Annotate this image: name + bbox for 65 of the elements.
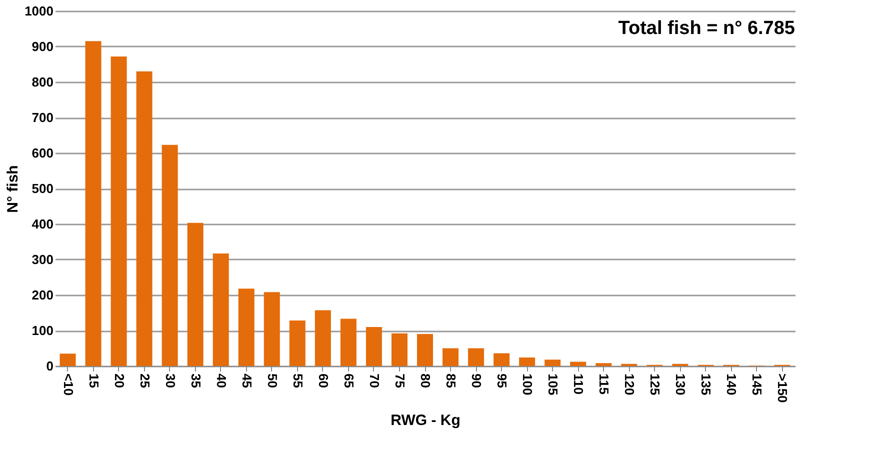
x-tick-label: 95 — [494, 374, 510, 388]
x-tick-label: 135 — [698, 374, 714, 396]
y-tick-label: 900 — [32, 39, 54, 54]
y-axis-title: N° fish — [4, 165, 22, 213]
x-tick-label: 75 — [392, 374, 408, 388]
x-tick-label: 90 — [469, 374, 484, 388]
x-tick-label: 125 — [648, 374, 663, 396]
x-tick-label: 45 — [239, 374, 254, 388]
x-tick-label: 80 — [418, 374, 433, 388]
bar — [162, 144, 178, 366]
bar — [60, 354, 76, 366]
bar — [238, 288, 254, 366]
x-tick-label: 60 — [316, 374, 331, 388]
x-tick-label: 25 — [137, 374, 152, 388]
bar — [85, 41, 102, 366]
x-tick-label: 15 — [86, 374, 102, 388]
annotation: Total fish = n° 6.785 — [618, 18, 796, 39]
x-tick-label: 65 — [341, 374, 356, 388]
bar — [314, 310, 331, 366]
bar — [494, 353, 510, 366]
y-tick-label: 400 — [32, 216, 54, 232]
x-tick-label: 30 — [162, 374, 178, 388]
x-axis-title: RWG - Kg — [390, 412, 460, 429]
bar — [570, 362, 586, 366]
bar — [110, 56, 127, 366]
x-tick-label: 100 — [520, 374, 536, 396]
x-tick-label: 85 — [444, 374, 459, 388]
x-tick-label: >150 — [775, 374, 790, 403]
x-tick-label: 50 — [264, 374, 280, 388]
x-tick-label: 130 — [673, 374, 688, 396]
bar — [212, 253, 229, 366]
x-tick-label: 110 — [571, 374, 586, 394]
x-tick-label: 40 — [214, 374, 229, 388]
y-tick-label: 300 — [32, 252, 54, 267]
bar — [468, 348, 484, 366]
bar — [596, 363, 612, 366]
bar — [289, 320, 306, 366]
x-tick-label: 35 — [188, 374, 204, 388]
bar — [264, 292, 280, 366]
x-tick-label: 145 — [750, 374, 765, 396]
bar — [136, 71, 152, 366]
x-tick-label: <10 — [60, 374, 76, 396]
y-tick-label: 200 — [32, 288, 54, 302]
y-tick-label: 700 — [32, 110, 54, 125]
y-tick-label: 500 — [32, 181, 54, 196]
x-tick-label: 120 — [622, 374, 638, 396]
bar — [187, 222, 204, 366]
y-tick-label: 1000 — [24, 4, 54, 18]
y-tick-label: 800 — [32, 74, 54, 90]
y-tick-label: 600 — [32, 146, 54, 160]
x-tick-label: 140 — [724, 374, 740, 396]
bar — [417, 334, 433, 366]
x-tick-label: 55 — [290, 374, 306, 388]
x-tick-label: 70 — [366, 374, 382, 388]
bar — [391, 333, 408, 366]
bar — [519, 357, 536, 366]
x-tick-label: 115 — [596, 374, 612, 394]
y-tick-label: 0 — [46, 358, 54, 374]
x-tick-label: 20 — [112, 374, 127, 388]
bar — [340, 318, 356, 366]
bar — [366, 326, 382, 366]
x-tick-label: 105 — [546, 374, 561, 396]
bar — [544, 360, 561, 366]
bar — [442, 348, 459, 366]
y-tick-label: 100 — [32, 323, 54, 338]
